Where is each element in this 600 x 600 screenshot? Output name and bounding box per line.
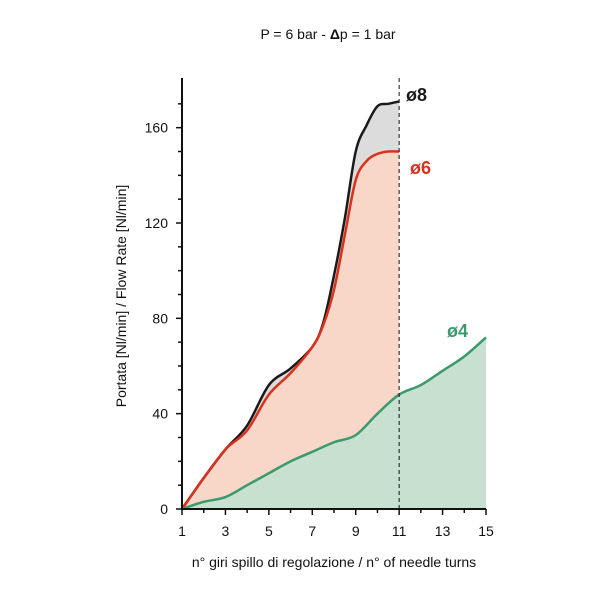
series-label-1: ø6	[410, 158, 431, 178]
x-tick-label: 3	[222, 523, 230, 539]
x-tick-label: 1	[178, 523, 186, 539]
chart-title-prefix: P = 6 bar -	[260, 26, 329, 42]
series-label-0: ø8	[406, 85, 427, 105]
y-tick-label: 80	[152, 310, 168, 326]
x-tick-label: 5	[265, 523, 273, 539]
series-lines	[180, 100, 487, 511]
series-line-2	[181, 336, 487, 511]
x-tick-label: 9	[352, 523, 360, 539]
x-tick-label: 7	[308, 523, 316, 539]
chart-title-suffix: p = 1 bar	[340, 26, 396, 42]
chart-title-delta: Δ	[330, 26, 340, 42]
x-tick-label: 11	[392, 523, 407, 539]
x-tick-label: 13	[435, 523, 451, 539]
y-axis-title: Portata [Nl/min] / Flow Rate [Nl/min]	[113, 185, 129, 408]
x-axis-title: n° giri spillo di regolazione / n° of ne…	[192, 554, 476, 570]
x-tick-label: 15	[478, 523, 494, 539]
y-tick-label: 0	[160, 501, 168, 517]
series-labels: ø8 ø6 ø4	[406, 85, 468, 341]
series-area-2	[182, 337, 486, 509]
series-label-2: ø4	[447, 321, 468, 341]
tick-marks	[176, 103, 487, 515]
y-tick-label: 40	[152, 406, 168, 422]
series-line-1	[180, 150, 400, 510]
y-tick-label: 120	[145, 215, 169, 231]
y-tick-label: 160	[145, 120, 169, 136]
chart-title: P = 6 bar - Δp = 1 bar	[260, 26, 395, 42]
